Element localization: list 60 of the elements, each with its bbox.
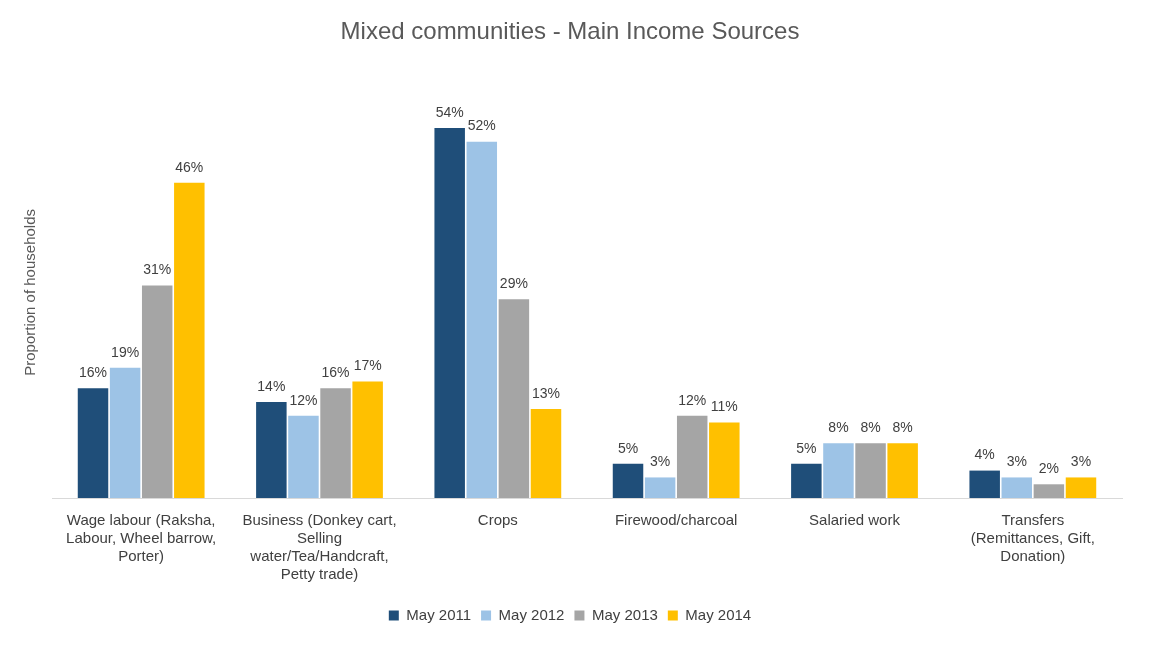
chart-title: Mixed communities - Main Income Sources <box>340 17 800 45</box>
bar <box>1065 477 1097 498</box>
legend-label: May 2013 <box>591 605 658 623</box>
data-label: 3% <box>650 453 671 470</box>
data-label: 5% <box>617 439 639 456</box>
legend-label: May 2012 <box>498 605 565 623</box>
bar <box>288 415 319 498</box>
data-label: 8% <box>860 419 881 436</box>
data-label: 11% <box>710 398 738 415</box>
x-tick-label: Business (Donkey cart, Selling water/Tea/Handcraft, Petty trade) <box>242 511 397 583</box>
data-label: 17% <box>353 357 382 374</box>
x-tick-label: Salaried work <box>809 511 901 529</box>
bar <box>887 443 918 498</box>
data-label: 2% <box>1038 460 1059 477</box>
data-label: 12% <box>289 391 318 408</box>
data-label: 4% <box>974 446 995 463</box>
bar <box>709 422 740 498</box>
x-tick-label: Transfers (Remittances, Gift, Donation) <box>970 511 1095 565</box>
data-label: 8% <box>892 419 913 436</box>
data-label: 8% <box>828 419 849 436</box>
data-label: 12% <box>678 391 707 408</box>
data-label: 16% <box>321 364 350 381</box>
legend-label: May 2011 <box>406 605 472 623</box>
x-tick-label: Firewood/charcoal <box>614 511 738 529</box>
bar <box>77 388 109 498</box>
data-label: 46% <box>175 158 204 175</box>
data-label: 19% <box>111 343 140 360</box>
x-tick-label: Wage labour (Raksha, Labour, Wheel barrow, Porter) <box>66 511 217 565</box>
bar <box>320 388 351 498</box>
bar <box>676 415 708 498</box>
bar <box>141 285 173 498</box>
bar <box>174 182 205 498</box>
bar <box>1033 484 1065 498</box>
bar <box>498 299 530 498</box>
bar <box>256 402 287 498</box>
data-label: 3% <box>1070 453 1092 470</box>
bar <box>466 141 498 498</box>
bar <box>791 463 822 498</box>
data-label: 52% <box>467 117 496 134</box>
data-label: 54% <box>435 103 464 120</box>
data-label: 16% <box>79 364 108 381</box>
data-label: 3% <box>1006 453 1027 470</box>
legend-label: May 2014 <box>685 605 752 623</box>
y-axis-title: Proportion of households <box>21 209 39 376</box>
data-label: 5% <box>796 439 817 456</box>
bar <box>1001 477 1033 498</box>
bar <box>434 127 465 498</box>
bar <box>855 443 886 498</box>
bar <box>109 367 141 498</box>
bar <box>823 443 854 498</box>
bar <box>969 470 1000 498</box>
bar <box>644 477 676 498</box>
data-label: 31% <box>143 261 172 278</box>
bar <box>612 463 644 498</box>
data-label: 29% <box>499 275 528 292</box>
bar <box>530 408 562 498</box>
data-label: 13% <box>531 384 560 401</box>
bar <box>352 381 383 498</box>
x-tick-label: Crops <box>477 511 518 529</box>
data-label: 14% <box>257 377 286 394</box>
